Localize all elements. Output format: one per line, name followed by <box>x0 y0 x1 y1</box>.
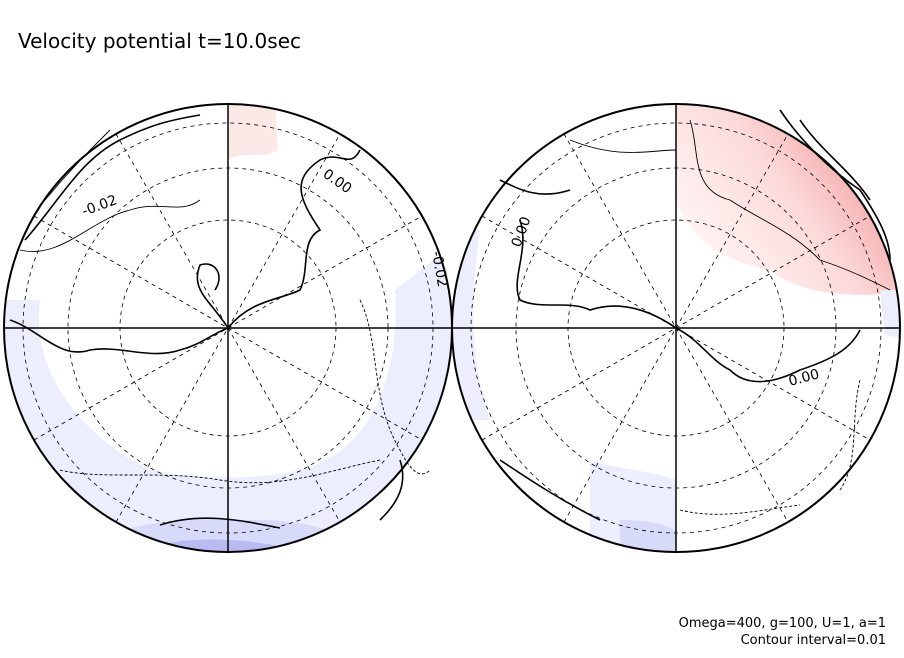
interval-note: Contour interval=0.01 <box>741 633 886 648</box>
contour-label: 0.00 <box>787 366 821 390</box>
title: Velocity potential t=10.0sec <box>18 29 301 53</box>
contour-label: -0.02 <box>428 250 450 288</box>
hemisphere-rim <box>451 103 901 553</box>
parameters-note: Omega=400, g=100, U=1, a=1 <box>679 616 886 631</box>
left-contours <box>9 114 431 529</box>
contour-label: 0.00 <box>320 166 355 197</box>
